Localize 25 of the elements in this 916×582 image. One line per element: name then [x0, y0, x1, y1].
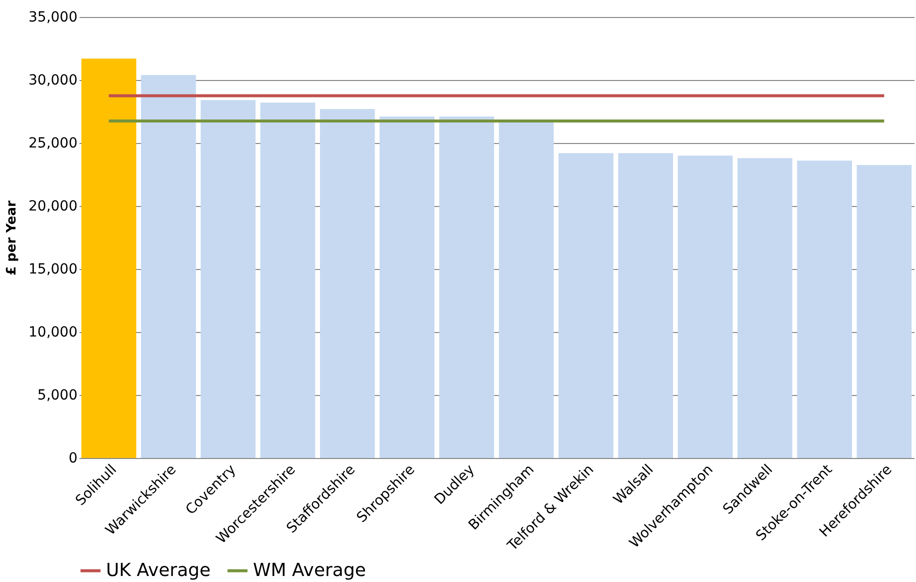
bar [856, 165, 912, 458]
y-tick-label: 20,000 [28, 198, 78, 214]
bar [141, 74, 196, 458]
bar [737, 158, 792, 458]
y-axis-title: £ per Year [4, 200, 20, 276]
y-tick-label: 30,000 [28, 72, 78, 88]
bar [498, 120, 554, 458]
y-tick-label: 10,000 [28, 324, 78, 340]
legend-label: WM Average [253, 560, 366, 581]
y-tick-label: 5,000 [37, 388, 78, 404]
bar [81, 58, 136, 458]
y-tick-label: 25,000 [28, 136, 78, 152]
bar [678, 156, 733, 458]
bar [200, 100, 256, 458]
legend-label: UK Average [106, 560, 211, 581]
y-tick-label: 0 [68, 450, 78, 466]
bar [380, 116, 434, 458]
bar [618, 153, 674, 458]
bar [797, 160, 852, 458]
bar [439, 116, 494, 458]
bar [558, 153, 614, 458]
y-tick-label: 15,000 [28, 262, 78, 278]
y-tick-label: 35,000 [28, 10, 78, 26]
bar [260, 102, 316, 458]
bar [320, 108, 375, 458]
